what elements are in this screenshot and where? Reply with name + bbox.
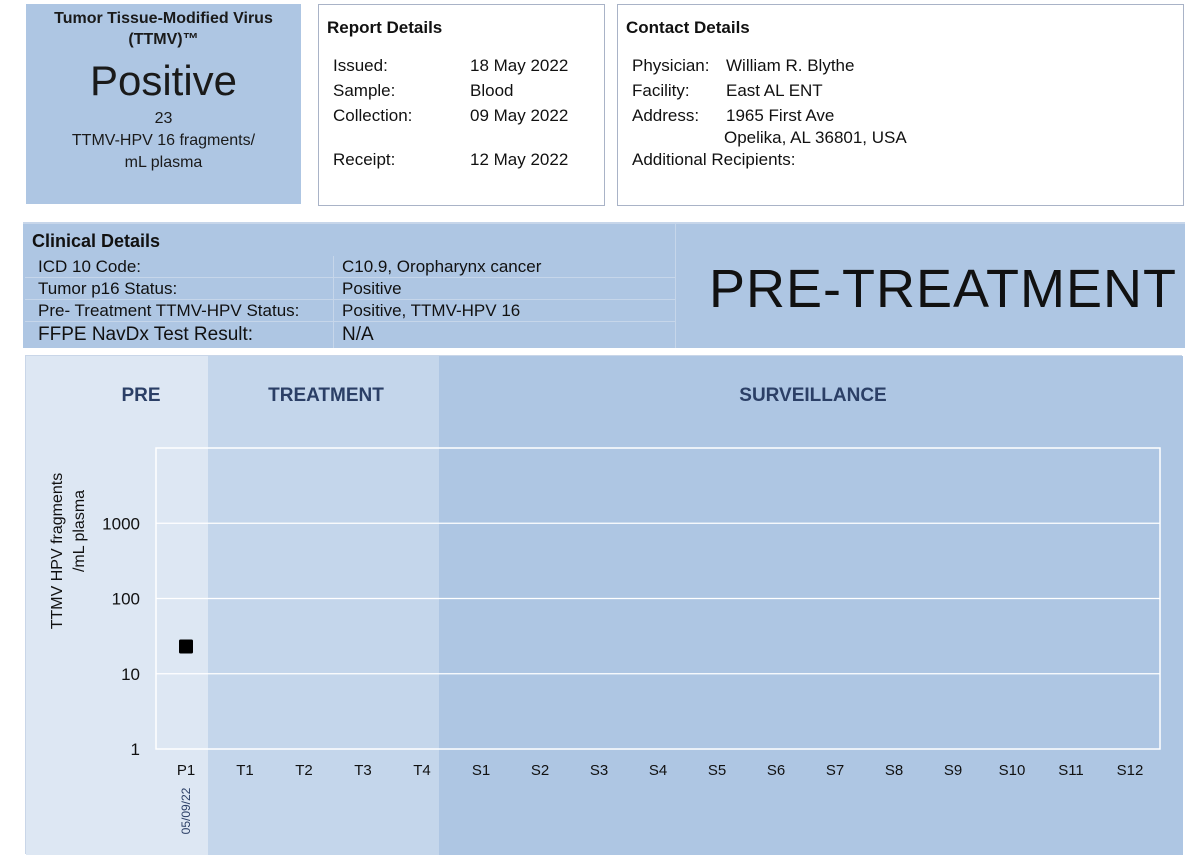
report-value: 09 May 2022 [470, 106, 569, 125]
clinical-label: Tumor p16 Status: [38, 279, 178, 298]
x-tick-label: S2 [531, 762, 549, 779]
x-tick-label: S10 [999, 762, 1026, 779]
clinical-details-heading: Clinical Details [32, 231, 161, 251]
report-value: 18 May 2022 [470, 56, 569, 75]
y-tick-label: 1000 [102, 514, 140, 533]
y-tick-label: 10 [121, 665, 140, 684]
report-label: Issued: [333, 56, 388, 75]
phase-band-treatment [208, 356, 439, 855]
x-tick-label: S11 [1058, 762, 1084, 779]
phase-band-surveillance [439, 356, 1183, 855]
clinical-row-p16: Tumor p16 Status: Positive [25, 278, 675, 300]
clinical-label: ICD 10 Code: [38, 257, 141, 276]
contact-value: Opelika, AL 36801, USA [724, 128, 907, 147]
clinical-row-pretreatment-status: Pre- Treatment TTMV-HPV Status: Positive… [25, 300, 675, 322]
x-tick-label: S7 [826, 762, 844, 779]
phase-label-pre: PRE [121, 385, 160, 406]
contact-value: East AL ENT [726, 81, 823, 100]
phase-band-pre [26, 356, 208, 855]
report-label: Collection: [333, 106, 413, 125]
result-status: Positive [89, 57, 238, 104]
clinical-value: Positive, TTMV-HPV 16 [342, 301, 521, 320]
x-tick-label: T2 [295, 762, 313, 779]
phase-banner: PRE-TREATMENT [709, 259, 1177, 319]
contact-value: 1965 First Ave [726, 106, 835, 125]
y-axis-label-line2: /mL plasma [71, 490, 88, 572]
clinical-row-icd10: ICD 10 Code: C10.9, Oropharynx cancer [25, 256, 675, 278]
x-tick-label: S4 [649, 762, 667, 779]
x-tick-label: S8 [885, 762, 903, 779]
contact-label: Facility: [632, 81, 690, 100]
contact-label: Physician: [632, 56, 710, 75]
ttmv-trend-chart: PRE TREATMENT SURVEILLANCE 1 10 100 1000 TTMV H… [25, 355, 1183, 855]
report-value: 12 May 2022 [470, 150, 569, 169]
clinical-label: FFPE NavDx Test Result: [38, 324, 254, 345]
x-tick-label: S12 [1117, 762, 1144, 779]
x-tick-label: T4 [413, 762, 431, 779]
contact-details-heading: Contact Details [626, 18, 750, 37]
y-tick-label: 100 [112, 590, 140, 609]
test-name: Tumor Tissue-Modified Virus (TTMV)™ [54, 10, 273, 48]
point-date-label: 05/09/22 [179, 787, 193, 834]
report-details-panel: Report Details Issued: 18 May 2022 Sampl… [318, 4, 605, 206]
x-tick-label: T3 [354, 762, 372, 779]
clinical-value: Positive [342, 279, 402, 298]
contact-details-panel: Contact Details Physician: William R. Bl… [617, 4, 1184, 206]
contact-label: Additional Recipients: [632, 150, 796, 169]
clinical-value: N/A [342, 324, 374, 345]
x-tick-label: S6 [767, 762, 785, 779]
x-tick-label: S1 [472, 762, 490, 779]
x-tick-label: S9 [944, 762, 962, 779]
phase-label-treatment: TREATMENT [268, 385, 384, 406]
x-tick-label: P1 [177, 762, 195, 779]
phase-label-surveillance: SURVEILLANCE [739, 385, 886, 406]
report-details-heading: Report Details [327, 18, 443, 37]
y-axis-label: TTMV HPV fragments [49, 473, 66, 629]
data-point [179, 639, 193, 654]
contact-label: Address: [632, 106, 700, 125]
report-label: Sample: [333, 81, 396, 100]
report-value: Blood [470, 81, 514, 100]
x-tick-label: T1 [236, 762, 254, 779]
clinical-details-panel: Clinical Details ICD 10 Code: C10.9, Oro… [23, 222, 1185, 348]
x-tick-label: S5 [708, 762, 726, 779]
x-tick-label: S3 [590, 762, 608, 779]
clinical-value: C10.9, Oropharynx cancer [342, 257, 542, 276]
result-count: 23 [154, 110, 173, 127]
clinical-label: Pre- Treatment TTMV-HPV Status: [38, 301, 300, 320]
clinical-row-ffpe-result: FFPE NavDx Test Result: N/A [25, 322, 675, 348]
report-label: Receipt: [333, 150, 396, 169]
y-tick-label: 1 [131, 740, 140, 759]
chart-svg: PRE TREATMENT SURVEILLANCE 1 10 100 1000 TTMV H… [26, 356, 1183, 855]
result-unit: TTMV-HPV 16 fragments/ mL plasma [71, 132, 256, 171]
result-summary: Tumor Tissue-Modified Virus (TTMV)™ Posi… [26, 4, 301, 204]
contact-value: William R. Blythe [726, 56, 855, 75]
